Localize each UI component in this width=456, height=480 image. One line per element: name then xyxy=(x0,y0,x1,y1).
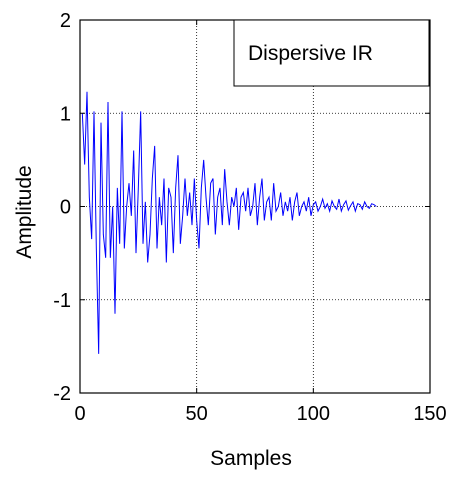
x-tick-label: 50 xyxy=(186,403,208,425)
series-line-dispersive-ir xyxy=(81,91,377,354)
x-tick-label: 150 xyxy=(413,403,446,425)
x-tick-label: 0 xyxy=(74,403,85,425)
y-tick-label: 1 xyxy=(60,103,71,125)
x-axis-label: Samples xyxy=(210,447,292,470)
legend-box xyxy=(233,19,430,87)
legend-entry-dispersive-ir: Dispersive IR xyxy=(248,42,373,65)
tick-labels: 0 50 100 150 -2 -1 0 1 2 xyxy=(53,10,446,425)
y-axis-label: Amplitude xyxy=(13,165,36,258)
legend: Dispersive IR xyxy=(233,19,430,87)
y-tick-label: -1 xyxy=(53,290,71,312)
y-tick-label: 0 xyxy=(60,197,71,219)
y-tick-label: -2 xyxy=(53,383,71,405)
y-tick-label: 2 xyxy=(60,10,71,32)
x-tick-label: 100 xyxy=(297,403,330,425)
